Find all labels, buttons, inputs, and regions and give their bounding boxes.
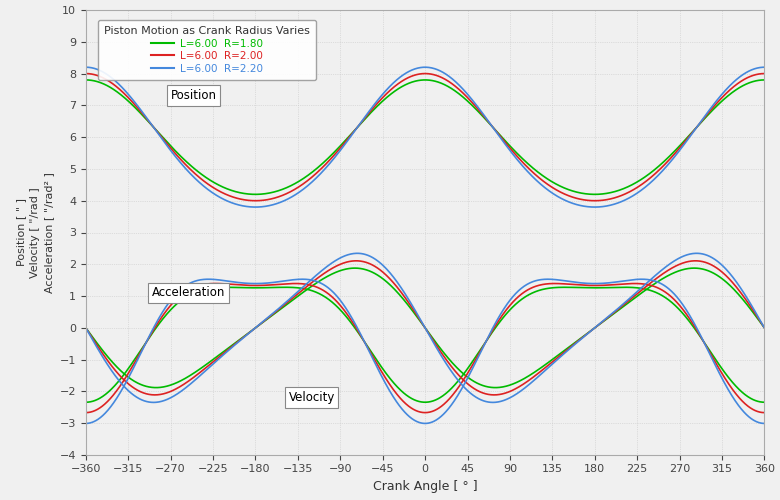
Text: Velocity: Velocity	[289, 391, 335, 404]
Text: Acceleration: Acceleration	[152, 286, 225, 299]
X-axis label: Crank Angle [ ° ]: Crank Angle [ ° ]	[373, 480, 477, 492]
Text: Position: Position	[171, 89, 217, 102]
Y-axis label: Position [ " ]
Velocity [ "/rad ]
Acceleration [ "/rad² ]: Position [ " ] Velocity [ "/rad ] Accele…	[16, 172, 54, 293]
Legend: L=6.00  R=1.80, L=6.00  R=2.00, L=6.00  R=2.20: L=6.00 R=1.80, L=6.00 R=2.00, L=6.00 R=2…	[98, 20, 316, 80]
